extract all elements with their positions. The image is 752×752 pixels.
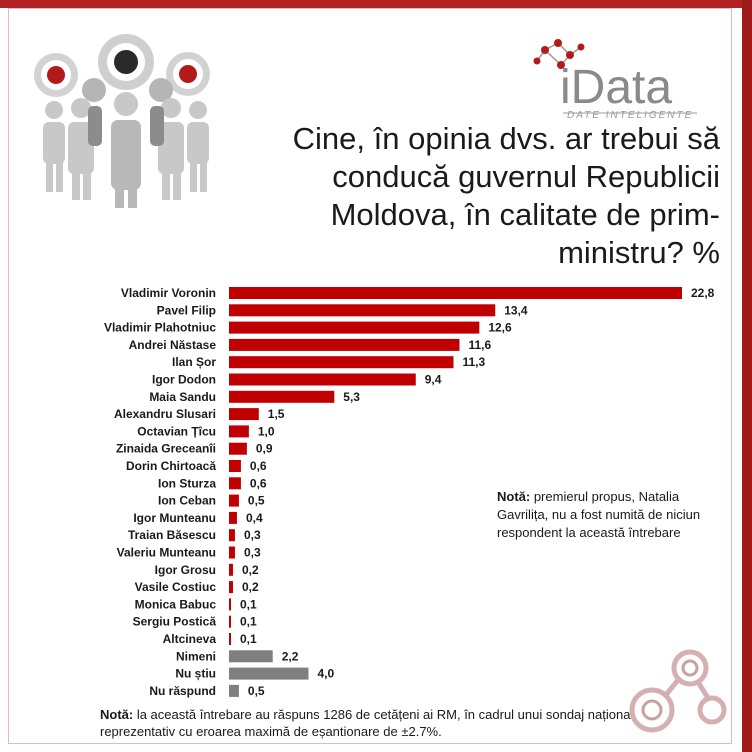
category-label: Altcineva: [163, 632, 217, 646]
category-label: Octavian Țîcu: [137, 424, 216, 438]
bar: [229, 390, 335, 403]
category-label: Valeriu Munteanu: [117, 546, 216, 560]
bar: [229, 633, 231, 645]
value-label: 9,4: [425, 373, 442, 387]
value-label: 0,2: [242, 580, 259, 594]
category-label: Dorin Chirtoacă: [126, 459, 216, 473]
category-label: Maia Sandu: [149, 390, 216, 404]
value-label: 0,3: [244, 546, 261, 560]
value-label: 12,6: [488, 321, 512, 335]
value-label: 13,4: [504, 303, 528, 317]
category-label: Zinaida Greceanîi: [116, 442, 216, 456]
value-label: 0,2: [242, 563, 259, 577]
category-label: Igor Munteanu: [133, 511, 216, 525]
value-label: 0,5: [248, 494, 265, 508]
category-label: Vladimir Voronin: [121, 286, 216, 300]
value-label: 0,1: [240, 597, 257, 611]
bar: [229, 563, 233, 576]
bar: [229, 650, 273, 663]
value-label: 0,6: [250, 476, 267, 490]
category-label: Ion Ceban: [158, 494, 216, 508]
category-label: Nimeni: [176, 649, 216, 663]
category-label: Sergiu Postică: [133, 615, 217, 629]
bar: [229, 425, 249, 438]
bar: [229, 477, 241, 490]
category-label: Ilan Șor: [172, 355, 216, 369]
bar: [229, 667, 309, 680]
value-label: 1,5: [268, 407, 285, 421]
category-label: Ion Sturza: [158, 476, 216, 490]
bar: [229, 356, 454, 369]
bar: [229, 338, 460, 351]
gears-decoration-icon: [629, 649, 727, 733]
note-right-text: premierul propus, Natalia Gavrilița, nu …: [497, 489, 701, 540]
bar: [229, 684, 239, 697]
bar: [229, 408, 259, 421]
chart-title: Cine, în opinia dvs. ar trebui să conduc…: [292, 121, 720, 270]
molecule-logo-icon: [533, 39, 697, 114]
people-illustration-icon: [34, 34, 210, 208]
category-label: Pavel Filip: [157, 303, 216, 317]
category-label: Vladimir Plahotniuc: [104, 321, 216, 335]
category-label: Monica Babuc: [135, 597, 217, 611]
category-label: Andrei Năstase: [129, 338, 217, 352]
bar: [229, 373, 416, 386]
value-label: 1,0: [258, 424, 275, 438]
value-label: 0,9: [256, 442, 273, 456]
bar: [229, 598, 231, 611]
category-label: Nu răspund: [149, 684, 216, 698]
note-right: Notă: premierul propus, Natalia Gavriliț…: [497, 488, 707, 542]
value-label: 0,3: [244, 528, 261, 542]
bar: [229, 304, 496, 317]
note-bottom-text: la această întrebare au răspuns 1286 de …: [100, 707, 634, 739]
logo-text: iData: [560, 61, 673, 114]
value-label: 5,3: [343, 390, 360, 404]
value-label: 0,4: [246, 511, 263, 525]
note-bottom-bold: Notă:: [100, 707, 134, 722]
bar: [229, 546, 235, 559]
category-label: Igor Grosu: [155, 563, 216, 577]
category-label: Igor Dodon: [152, 373, 216, 387]
bar-chart: Vladimir Voronin 22,8 Pavel Filip 13,4 Vladi…: [104, 286, 715, 698]
inner-frame: [8, 8, 732, 744]
bar: [229, 511, 237, 524]
bar: [229, 581, 233, 594]
category-label: Alexandru Slusari: [114, 407, 216, 421]
bar: [229, 442, 247, 455]
value-label: 4,0: [317, 667, 334, 681]
bar: [229, 615, 231, 628]
right-border: [742, 0, 752, 752]
bar: [229, 287, 682, 299]
logo-tagline: DATE INTELIGENTE: [567, 110, 694, 121]
bar: [229, 529, 235, 542]
bar: [229, 321, 480, 334]
value-label: 0,5: [248, 684, 265, 698]
category-label: Traian Băsescu: [128, 528, 216, 542]
bar: [229, 460, 241, 472]
value-label: 2,2: [282, 649, 299, 663]
value-label: 11,3: [463, 355, 486, 369]
bar: [229, 494, 239, 507]
value-label: 11,6: [468, 338, 491, 352]
category-label: Nu știu: [175, 667, 216, 681]
note-bottom: Notă: la această întrebare au răspuns 12…: [100, 706, 710, 740]
value-label: 22,8: [691, 286, 715, 300]
value-label: 0,6: [250, 459, 267, 473]
value-label: 0,1: [240, 615, 257, 629]
value-label: 0,1: [240, 632, 257, 646]
category-label: Vasile Costiuc: [135, 580, 217, 594]
top-border: [0, 0, 752, 8]
note-right-bold: Notă:: [497, 489, 531, 504]
